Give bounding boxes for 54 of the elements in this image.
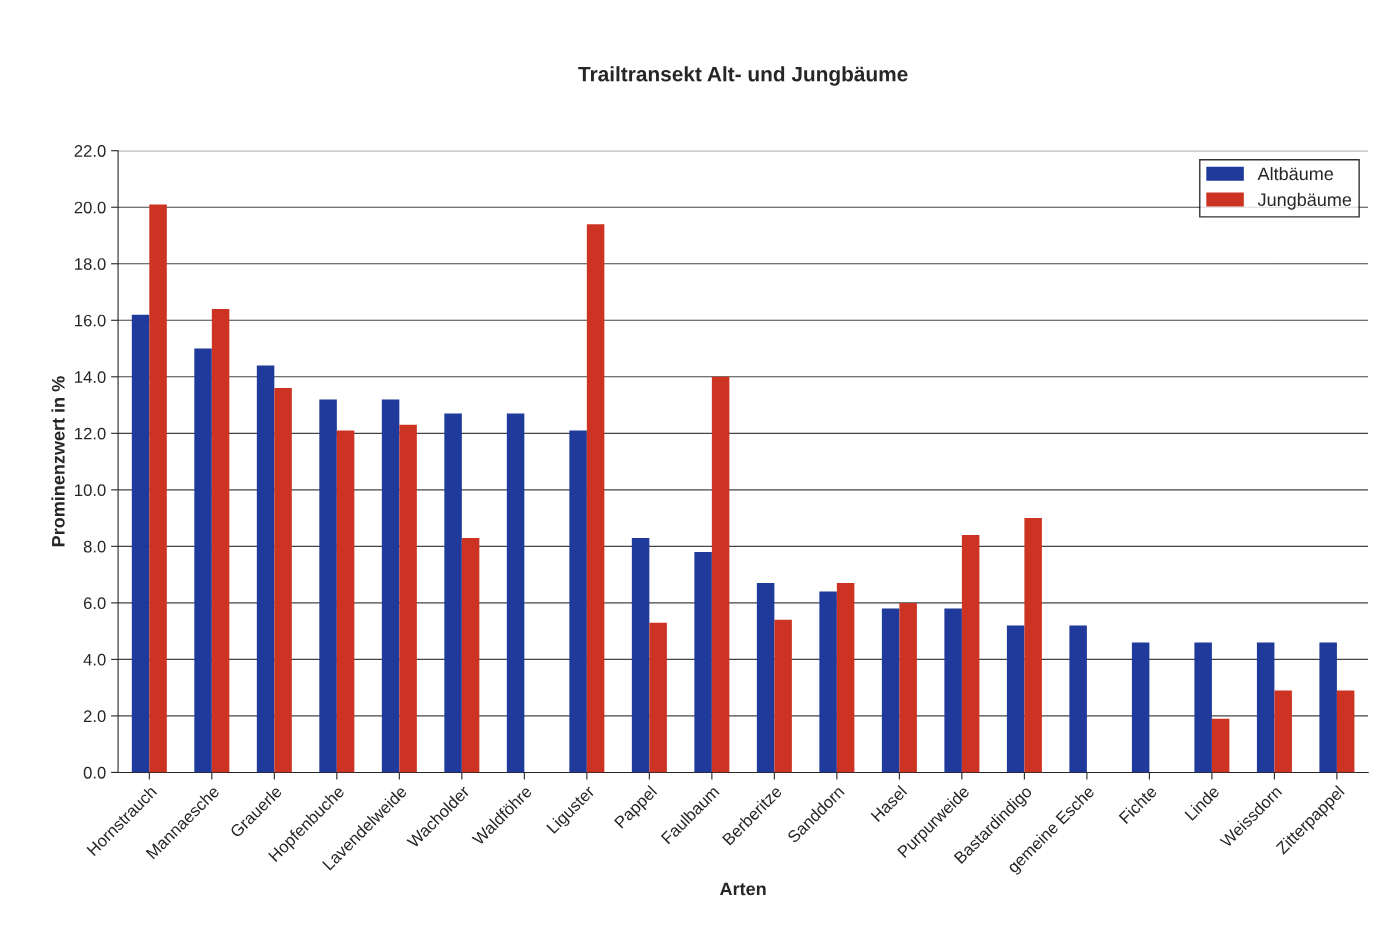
bar: [1131, 642, 1150, 773]
y-tick-label: 4.0: [83, 653, 106, 666]
y-tick-label: 6.0: [83, 597, 106, 610]
bar: [1319, 642, 1337, 773]
legend-label: Altbäume: [1257, 166, 1334, 181]
bar: [399, 424, 417, 773]
bar: [194, 348, 212, 773]
y-tick-label: 14.0: [75, 371, 106, 383]
bar: [944, 608, 962, 773]
bar: [1274, 690, 1292, 773]
bar: [819, 591, 837, 773]
y-tick-label: 12.0: [75, 427, 106, 440]
y-tick-label: 20.0: [74, 201, 106, 214]
y-tick-label: 18.0: [75, 258, 106, 270]
bar: [961, 535, 980, 773]
bar: [256, 365, 275, 773]
y-tick-label: 2.0: [83, 710, 106, 723]
bar: [319, 399, 337, 773]
bar: [569, 430, 587, 773]
bar: [694, 552, 712, 773]
x-axis-title: Arten: [719, 882, 766, 896]
bar: [631, 537, 650, 773]
bar: [274, 388, 292, 773]
bar: [506, 413, 525, 773]
bar: [774, 619, 792, 773]
y-tick-label: 8.0: [83, 540, 106, 553]
bar: [899, 602, 917, 773]
bar: [444, 413, 462, 773]
bar: [336, 430, 355, 773]
bar: [211, 308, 230, 773]
y-axis-title: Prominenzwert in %: [51, 376, 65, 547]
bar: [1194, 642, 1212, 773]
y-tick-label: 0.0: [83, 766, 106, 779]
bar: [149, 204, 167, 773]
bar: [586, 224, 605, 773]
chart-title: Trailtransekt Alt- und Jungbäume: [578, 66, 908, 86]
y-tick-label: 22.0: [74, 145, 106, 157]
bar: [1336, 690, 1355, 773]
bar: [381, 399, 400, 773]
bar: [1069, 625, 1087, 773]
y-tick-label: 16.0: [75, 314, 106, 327]
bar: [711, 376, 730, 773]
legend-label: Jungbäume: [1257, 192, 1352, 210]
bar: [1211, 718, 1230, 773]
bar: [131, 314, 150, 773]
bar: [649, 622, 667, 773]
bar: [836, 583, 855, 773]
bar: [1006, 625, 1025, 773]
bar: [1256, 642, 1275, 773]
bar: [756, 583, 775, 773]
bar: [1024, 518, 1042, 773]
bar: [881, 608, 900, 773]
y-tick-label: 10.0: [75, 484, 106, 497]
bar: [461, 537, 480, 773]
